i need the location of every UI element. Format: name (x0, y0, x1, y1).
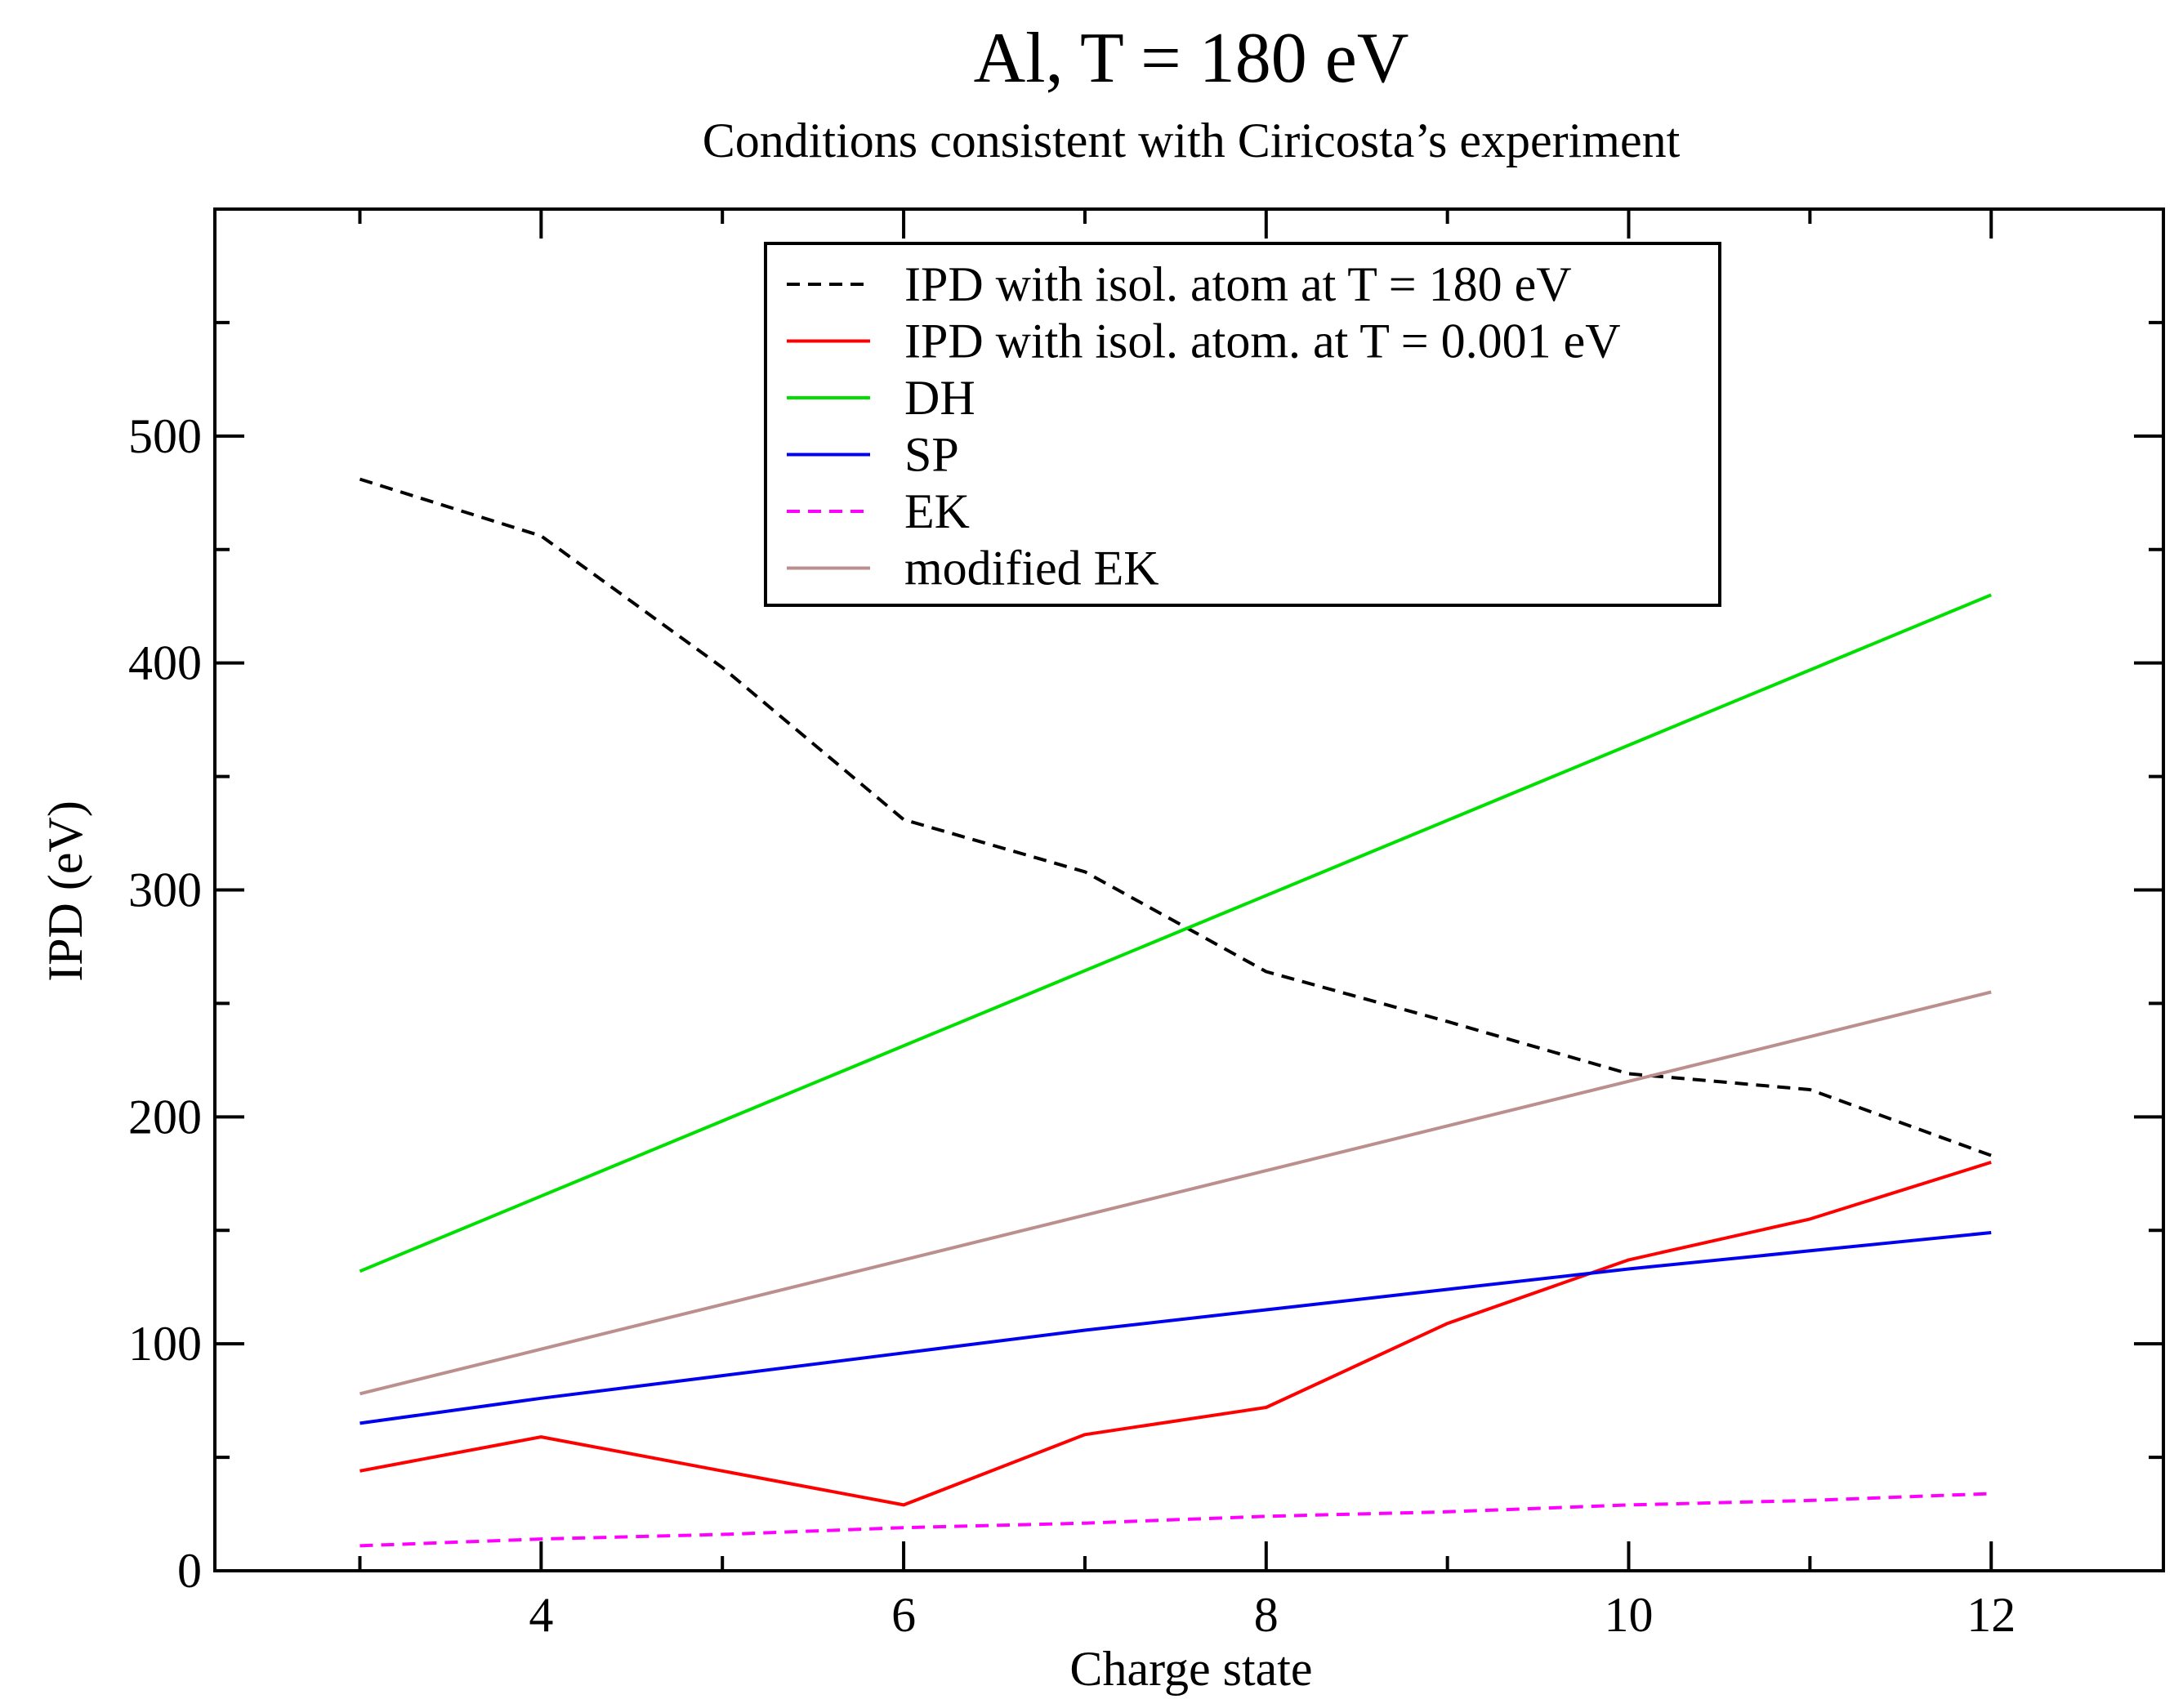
x-axis-label: Charge state (1069, 1642, 1312, 1696)
legend-label-1: IPD with isol. atom at T = 180 eV (904, 257, 1572, 311)
y-axis-label: IPD (eV) (38, 800, 92, 982)
chart-title: Al, T = 180 eV (974, 19, 1409, 98)
x-tick-label: 4 (529, 1588, 553, 1642)
data-series (359, 477, 1992, 1548)
x-tick-label: 6 (891, 1588, 916, 1642)
y-tick-label: 500 (128, 409, 202, 463)
y-tick-label: 300 (128, 863, 202, 917)
x-tick-label: 12 (1966, 1588, 2016, 1642)
series-line-3 (359, 593, 1992, 1273)
legend-label-4: SP (904, 428, 959, 482)
y-tick-label: 200 (128, 1090, 202, 1144)
legend-label-5: EK (904, 484, 970, 538)
x-tick-label: 10 (1605, 1588, 1654, 1642)
x-tick-label: 8 (1254, 1588, 1279, 1642)
legend-label-3: DH (904, 371, 975, 425)
y-tick-label: 400 (128, 636, 202, 690)
axis-ticks: 0 100 200 300 400 500 4 6 8 10 12 (128, 209, 2163, 1642)
y-tick-label: 0 (177, 1544, 202, 1598)
legend-box (764, 242, 1721, 607)
series-line-1 (359, 477, 1992, 1157)
series-line-4 (359, 1231, 1992, 1425)
series-line-6 (359, 990, 1992, 1396)
legend-label-6: modified EK (904, 542, 1159, 595)
series-line-5 (359, 1492, 1992, 1548)
series-line-2 (359, 1160, 1992, 1507)
legend-label-2: IPD with isol. atom. at T = 0.001 eV (904, 314, 1621, 368)
chart-subtitle: Conditions consistent with Ciricosta’s e… (703, 114, 1681, 167)
y-tick-label: 100 (128, 1317, 202, 1371)
